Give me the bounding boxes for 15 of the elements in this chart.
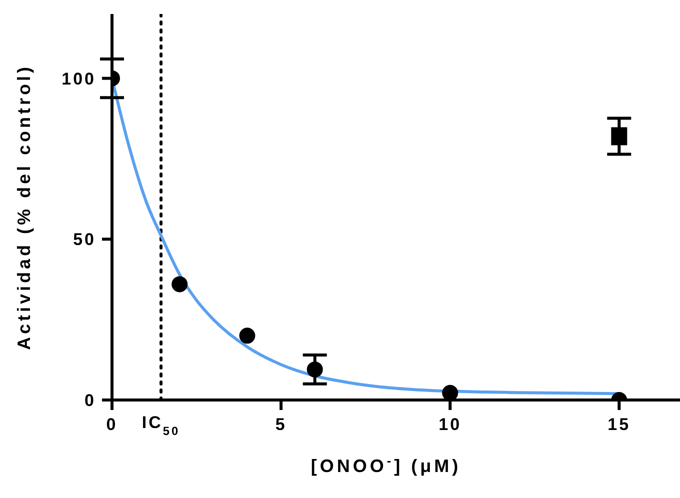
y-axis-title: Actividad (% del control)	[14, 64, 34, 350]
x-tick-label: 0	[106, 415, 118, 434]
ref-line-label: IC$_{50}$	[142, 413, 180, 438]
x-tick-label: 10	[438, 415, 462, 434]
x-tick-label: 5	[275, 415, 287, 434]
point	[442, 384, 458, 400]
point	[172, 276, 188, 292]
y-tick-label: 50	[73, 230, 96, 250]
x-axis-title: [ONOO$^{-}$] (μM)	[310, 454, 462, 476]
point	[239, 328, 256, 344]
y-tick-label: 100	[62, 69, 96, 88]
x-tick-label: 15	[608, 415, 631, 434]
point	[306, 361, 323, 378]
point	[611, 127, 628, 146]
y-tick-label: 0	[84, 391, 96, 410]
